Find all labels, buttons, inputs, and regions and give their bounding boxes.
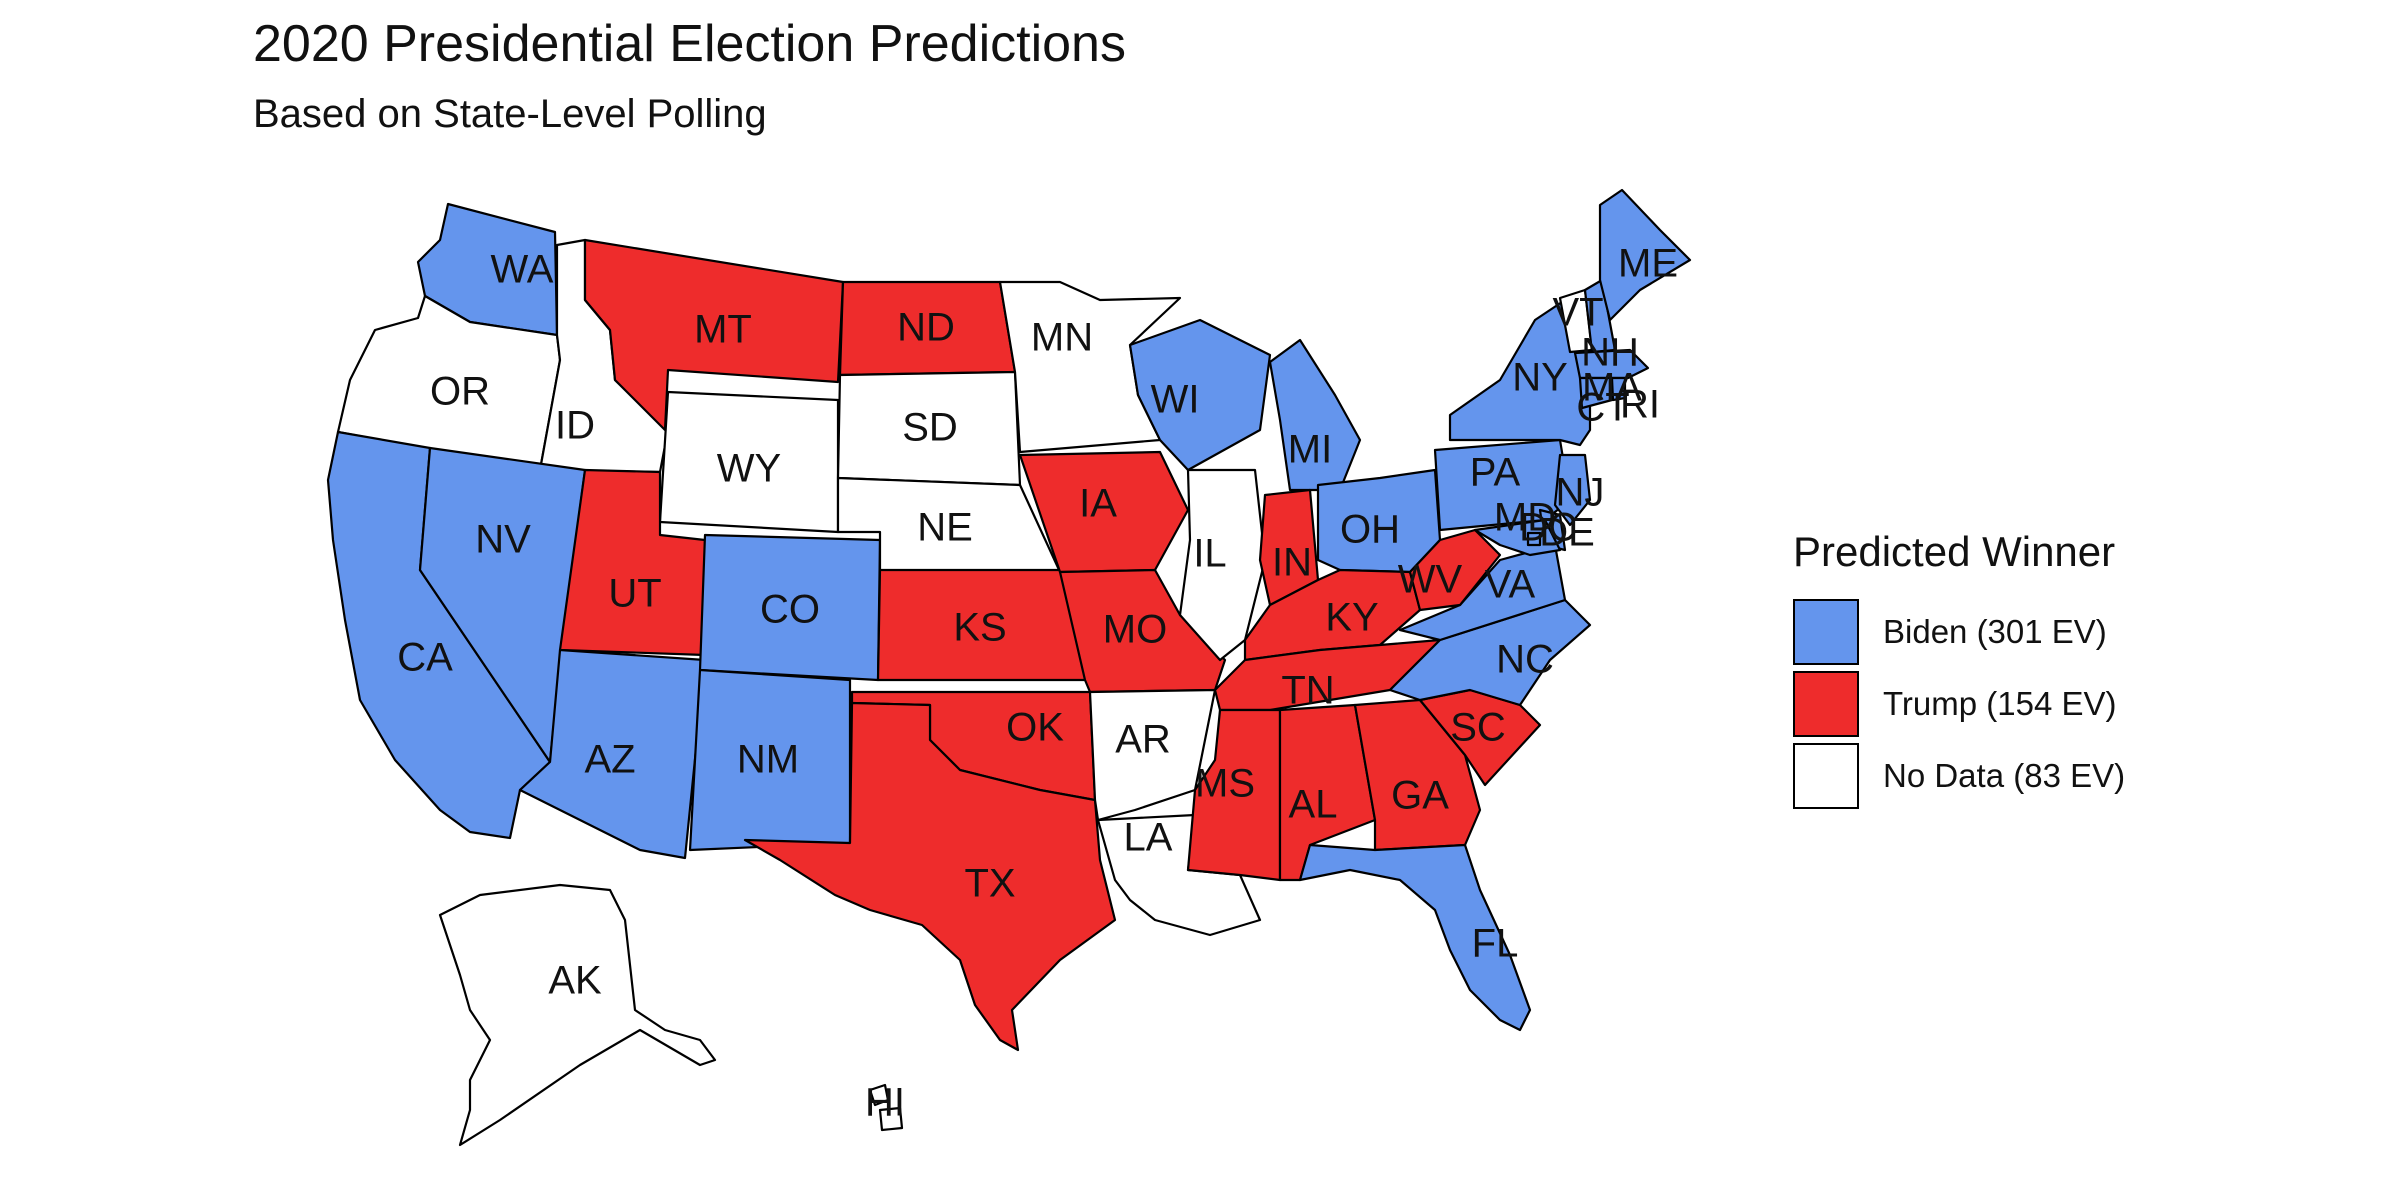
state-mi: [1268, 338, 1362, 492]
state-il: [1178, 468, 1267, 662]
state-label-oh: OH: [1340, 508, 1400, 552]
state-label-az: AZ: [584, 738, 635, 782]
state-label-il: IL: [1193, 532, 1226, 576]
legend-title: Predicted Winner: [1793, 528, 2116, 575]
state-label-ks: KS: [953, 606, 1006, 650]
state-label-mn: MN: [1031, 316, 1093, 360]
state-mo: [1058, 568, 1227, 694]
state-label-or: OR: [430, 370, 490, 414]
legend-swatch-trump: [1793, 671, 1859, 737]
state-label-ri: RI: [1620, 383, 1660, 427]
legend-label-biden: Biden (301 EV): [1883, 613, 2107, 650]
state-label-wv: WV: [1398, 558, 1463, 602]
state-label-wi: WI: [1151, 378, 1200, 422]
state-label-tx: TX: [964, 862, 1015, 906]
state-ia: [1018, 450, 1190, 574]
state-label-me: ME: [1618, 242, 1678, 286]
state-dc: [1526, 531, 1542, 547]
state-label-ny: NY: [1512, 356, 1568, 400]
state-label-md: MD: [1494, 496, 1556, 540]
state-label-de: DE: [1539, 511, 1595, 555]
state-label-pa: PA: [1470, 451, 1521, 495]
legend-label-trump: Trump (154 EV): [1883, 685, 2117, 722]
state-label-nd: ND: [897, 306, 955, 350]
state-label-vt: VT: [1552, 291, 1603, 335]
state-label-ut: UT: [608, 572, 661, 616]
state-ak: [438, 883, 717, 1147]
state-label-ms: MS: [1195, 762, 1255, 806]
map-subtitle: Based on State-Level Polling: [253, 92, 767, 136]
state-label-nm: NM: [737, 738, 799, 782]
state-label-ca: CA: [397, 636, 453, 680]
state-tx: [743, 701, 1117, 1052]
state-hi: [868, 1083, 904, 1132]
state-label-la: LA: [1124, 816, 1173, 860]
state-label-sc: SC: [1450, 706, 1506, 750]
state-label-va: VA: [1485, 563, 1536, 607]
state-md: [1473, 518, 1562, 557]
state-label-wa: WA: [491, 248, 554, 292]
state-label-dc: DC: [1519, 506, 1577, 550]
state-label-nc: NC: [1496, 638, 1554, 682]
legend-item-biden: Biden (301 EV): [1793, 596, 2125, 668]
state-wi: [1128, 318, 1272, 472]
state-label-id: ID: [555, 404, 595, 448]
state-label-ga: GA: [1391, 774, 1449, 818]
legend: Predicted Winner Biden (301 EV) Trump (1…: [1793, 528, 2125, 812]
legend-label-no-data: No Data (83 EV): [1883, 757, 2126, 794]
legend-swatch-biden: [1793, 599, 1859, 665]
legend-item-no-data: No Data (83 EV): [1793, 740, 2125, 812]
map-title: 2020 Presidential Election Predictions: [253, 15, 1126, 73]
state-label-ok: OK: [1006, 706, 1064, 750]
legend-swatch-no-data: [1793, 743, 1859, 809]
state-ma: [1573, 348, 1650, 380]
state-label-nv: NV: [475, 518, 531, 562]
state-label-nh: NH: [1581, 331, 1639, 375]
state-label-al: AL: [1289, 783, 1338, 827]
state-label-ak: AK: [548, 959, 602, 1003]
state-label-mt: MT: [694, 308, 752, 352]
state-label-mo: MO: [1103, 608, 1167, 652]
state-label-wy: WY: [717, 447, 781, 491]
state-label-nj: NJ: [1556, 471, 1605, 515]
state-label-in: IN: [1272, 541, 1312, 585]
state-label-ne: NE: [917, 506, 973, 550]
state-label-hi: HI: [865, 1081, 905, 1125]
state-label-co: CO: [760, 588, 820, 632]
legend-item-trump: Trump (154 EV): [1793, 668, 2125, 740]
state-label-ia: IA: [1079, 482, 1117, 526]
state-wv: [1408, 528, 1502, 612]
state-label-ky: KY: [1325, 596, 1378, 640]
state-label-mi: MI: [1288, 428, 1332, 472]
state-label-ct: CT: [1576, 386, 1629, 430]
state-label-fl: FL: [1472, 922, 1519, 966]
state-me: [1598, 188, 1692, 322]
state-fl: [1298, 843, 1532, 1032]
state-label-ma: MA: [1582, 366, 1642, 410]
state-label-sd: SD: [902, 406, 958, 450]
state-ri: [1610, 376, 1627, 402]
state-label-ar: AR: [1115, 718, 1171, 762]
state-nj: [1553, 453, 1592, 527]
state-label-tn: TN: [1281, 669, 1334, 713]
